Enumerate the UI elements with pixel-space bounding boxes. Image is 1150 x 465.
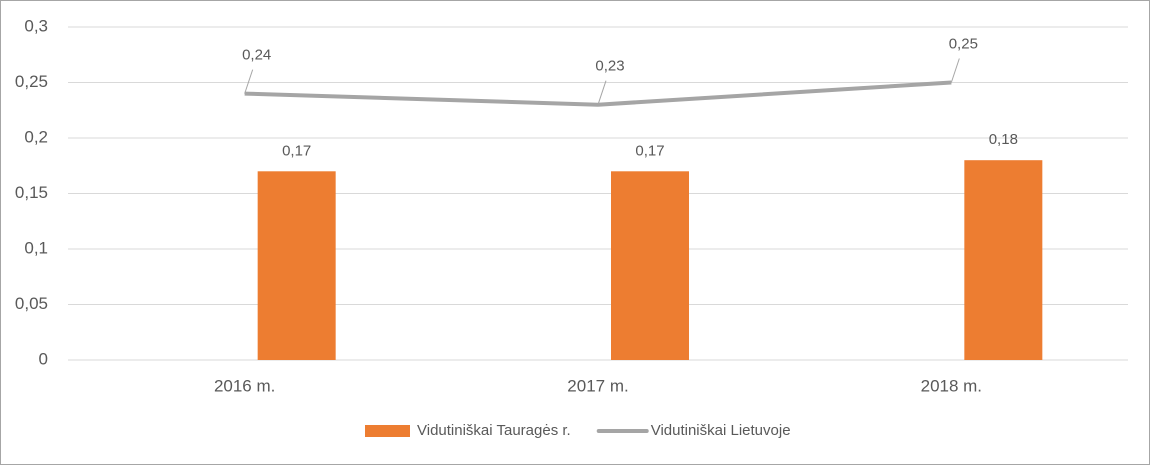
leader-line <box>597 80 607 105</box>
x-tick-label: 2016 m. <box>214 376 275 395</box>
bar <box>611 171 689 360</box>
y-tick-label: 0,15 <box>15 183 48 202</box>
leader-line <box>244 69 254 94</box>
data-label: 0,24 <box>242 47 271 64</box>
data-label: 0,17 <box>282 142 311 159</box>
y-tick-label: 0,1 <box>24 238 48 257</box>
y-tick-label: 0 <box>39 349 48 368</box>
y-tick-label: 0,05 <box>15 294 48 313</box>
x-tick-label: 2017 m. <box>567 376 628 395</box>
data-label: 0,25 <box>949 35 978 52</box>
data-label: 0,23 <box>595 58 624 75</box>
legend-swatch <box>365 425 410 437</box>
y-tick-label: 0,25 <box>15 72 48 91</box>
data-label: 0,18 <box>989 131 1018 148</box>
data-label: 0,17 <box>635 142 664 159</box>
bar <box>257 171 336 360</box>
legend-label: Vidutiniškai Tauragės r. <box>417 422 571 439</box>
y-tick-label: 0,3 <box>24 16 48 35</box>
bar <box>964 160 1043 360</box>
y-tick-label: 0,2 <box>24 127 48 146</box>
legend-label: Vidutiniškai Lietuvoje <box>651 422 791 439</box>
x-tick-label: 2018 m. <box>921 376 982 395</box>
leader-line <box>950 58 960 83</box>
